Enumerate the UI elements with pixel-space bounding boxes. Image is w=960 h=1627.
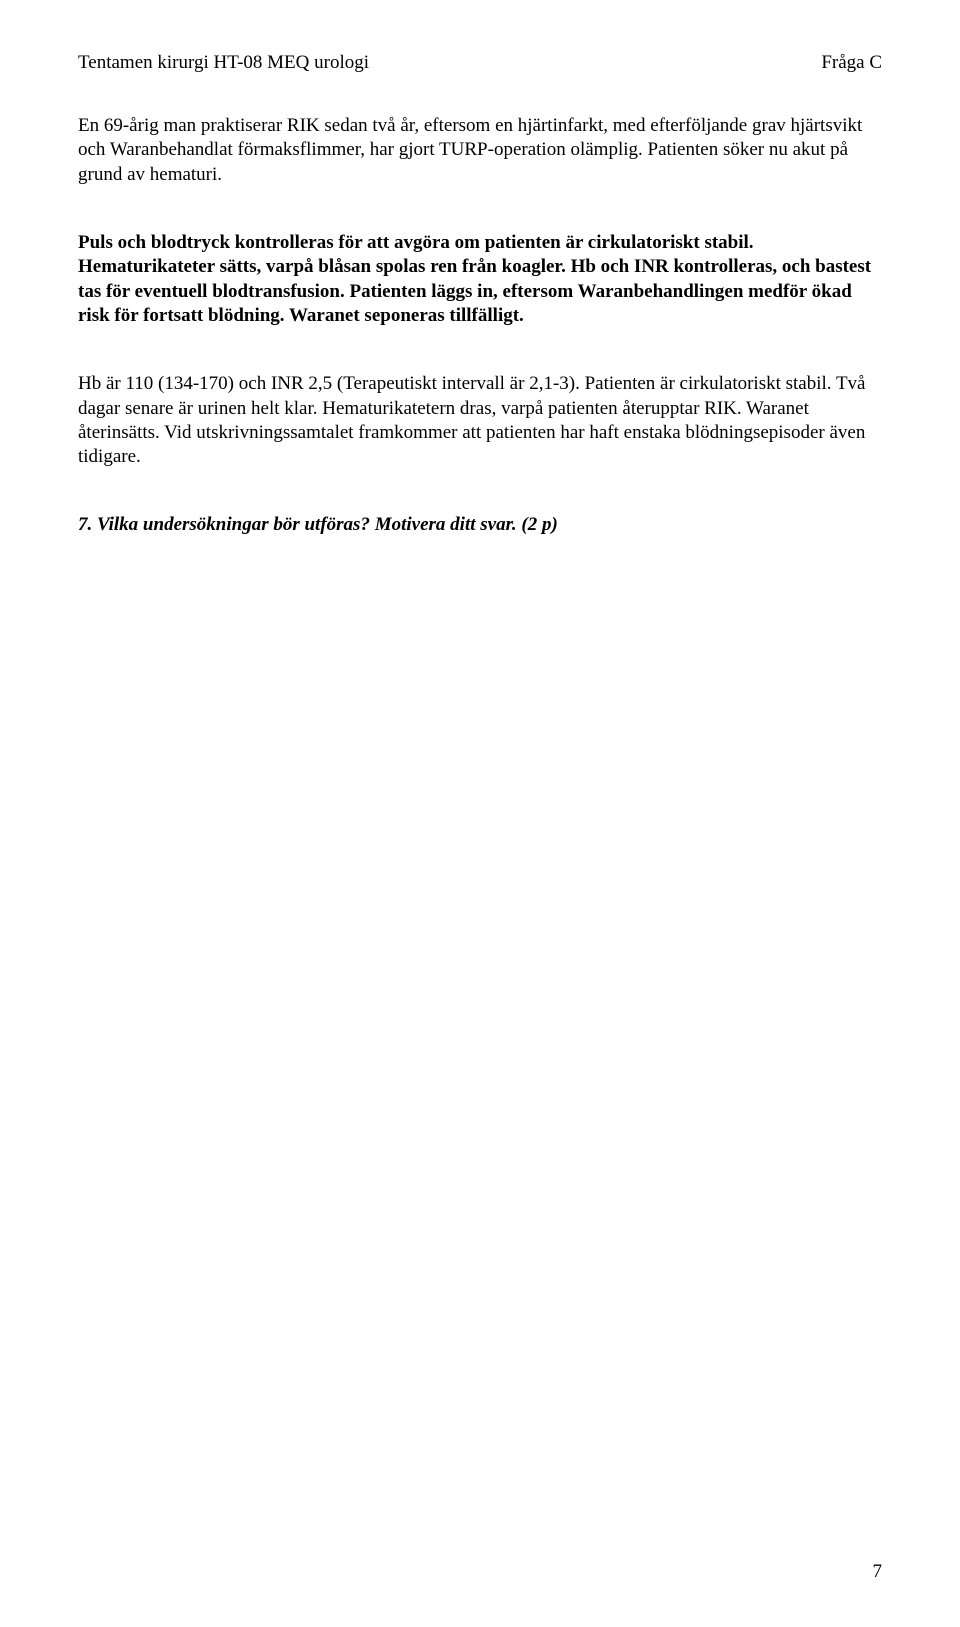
header-left: Tentamen kirurgi HT-08 MEQ urologi	[78, 52, 369, 74]
paragraph-intro: En 69-årig man praktiserar RIK sedan två…	[78, 114, 882, 187]
document-header: Tentamen kirurgi HT-08 MEQ urologi Fråga…	[78, 52, 882, 74]
paragraph-bold: Puls och blodtryck kontrolleras för att …	[78, 231, 882, 328]
header-right: Fråga C	[821, 52, 882, 74]
page-number: 7	[873, 1561, 883, 1583]
question-text: 7. Vilka undersökningar bör utföras? Mot…	[78, 513, 882, 537]
paragraph-followup: Hb är 110 (134-170) och INR 2,5 (Terapeu…	[78, 372, 882, 469]
